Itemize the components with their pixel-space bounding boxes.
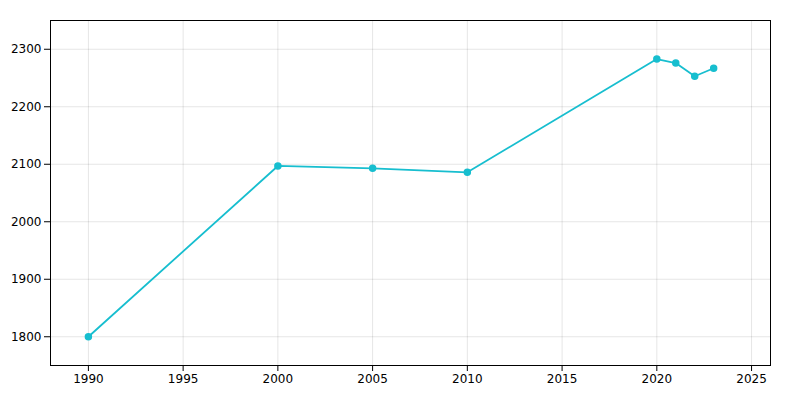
svg-text:2015: 2015 <box>547 372 578 386</box>
svg-text:1995: 1995 <box>168 372 199 386</box>
svg-text:2200: 2200 <box>11 100 42 114</box>
svg-text:2300: 2300 <box>11 42 42 56</box>
svg-text:2025: 2025 <box>736 372 767 386</box>
svg-text:1900: 1900 <box>11 272 42 286</box>
svg-text:2020: 2020 <box>642 372 673 386</box>
svg-text:1800: 1800 <box>11 330 42 344</box>
svg-text:2010: 2010 <box>452 372 483 386</box>
svg-text:2000: 2000 <box>263 372 294 386</box>
svg-text:2000: 2000 <box>11 215 42 229</box>
svg-text:1990: 1990 <box>73 372 104 386</box>
svg-text:2100: 2100 <box>11 157 42 171</box>
svg-text:2005: 2005 <box>357 372 388 386</box>
